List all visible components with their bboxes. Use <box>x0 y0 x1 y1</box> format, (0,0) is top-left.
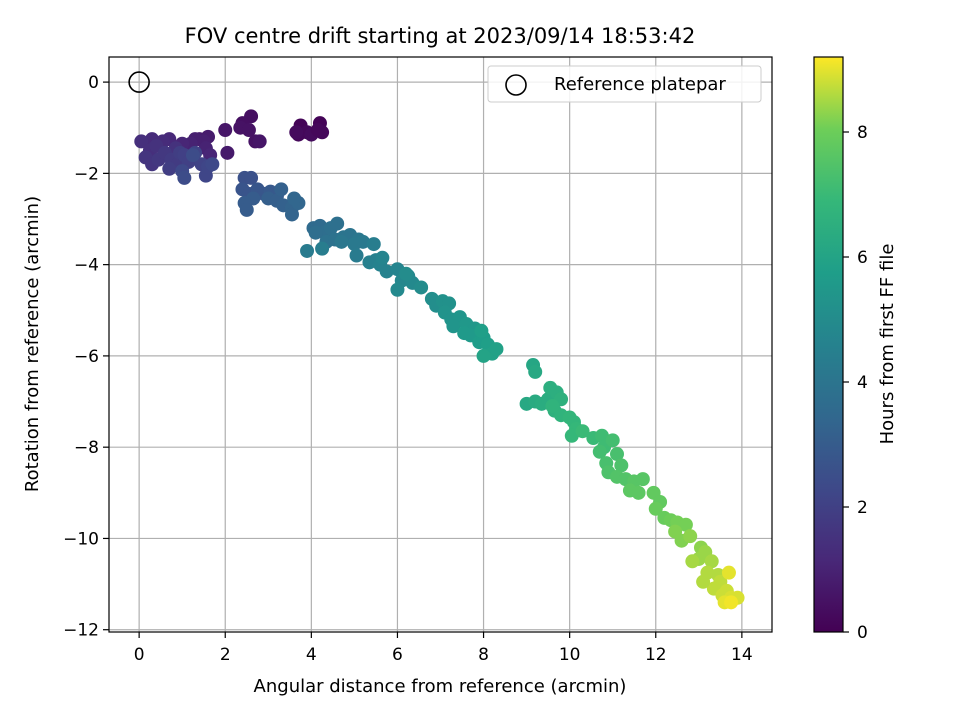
y-tick-label: −8 <box>74 438 99 458</box>
x-tick-label: 4 <box>306 645 317 665</box>
colorbar-tick-label: 6 <box>857 248 868 268</box>
data-point <box>289 125 304 140</box>
colorbar-label: Hours from first FF file <box>877 244 898 445</box>
data-point <box>474 323 489 338</box>
x-tick-label: 8 <box>478 645 489 665</box>
data-point <box>334 234 349 249</box>
data-point <box>134 134 149 149</box>
data-point <box>315 241 330 256</box>
data-point <box>594 428 609 443</box>
data-point <box>489 342 504 357</box>
data-point <box>685 554 700 569</box>
x-tick-label: 14 <box>731 645 753 665</box>
data-point <box>310 123 325 138</box>
data-point <box>349 248 364 263</box>
data-point <box>696 574 711 589</box>
y-tick-label: −10 <box>63 529 99 549</box>
data-point <box>162 161 177 176</box>
colorbar-tick-label: 4 <box>857 373 868 393</box>
data-point <box>239 202 254 217</box>
data-point <box>575 424 590 439</box>
data-point <box>366 237 381 252</box>
data-point <box>678 517 693 532</box>
data-point <box>390 282 405 297</box>
data-point <box>614 458 629 473</box>
y-tick-label: −6 <box>74 347 99 367</box>
data-point <box>635 472 650 487</box>
legend: Reference platepar <box>487 65 762 103</box>
reference-point-marker <box>128 71 150 93</box>
x-tick-label: 0 <box>134 645 145 665</box>
x-axis-label: Angular distance from reference (arcmin) <box>254 676 627 697</box>
chart-title: FOV centre drift starting at 2023/09/14 … <box>185 24 696 48</box>
y-tick-label: −12 <box>63 621 99 641</box>
colorbar-tick-label: 8 <box>857 123 868 143</box>
data-point <box>631 485 646 500</box>
data-point <box>446 319 461 334</box>
legend-marker <box>505 74 527 96</box>
data-point <box>545 399 560 414</box>
data-point <box>244 170 259 185</box>
colorbar-tick-label: 2 <box>857 498 868 518</box>
data-point <box>205 157 220 172</box>
data-point <box>252 134 267 149</box>
data-point <box>683 529 698 544</box>
legend-box <box>487 65 762 103</box>
data-point <box>220 145 235 160</box>
x-tick-label: 2 <box>220 645 231 665</box>
x-ticks: 0 2 4 6 8 10 12 14 <box>134 632 753 665</box>
colorbar <box>813 56 844 633</box>
data-point <box>300 243 315 258</box>
data-point <box>274 182 289 197</box>
data-point <box>528 364 543 379</box>
data-point <box>356 234 371 249</box>
data-point <box>564 428 579 443</box>
colorbar-ticks: 0 2 4 6 8 <box>843 123 868 643</box>
colorbar-tick-label: 0 <box>857 623 868 643</box>
data-point <box>177 170 192 185</box>
data-point <box>648 501 663 516</box>
data-point <box>287 191 302 206</box>
y-tick-label: −4 <box>74 256 99 276</box>
data-point <box>721 565 736 580</box>
x-tick-label: 12 <box>645 645 667 665</box>
data-point <box>330 216 345 231</box>
data-point <box>308 225 323 240</box>
x-tick-label: 10 <box>559 645 581 665</box>
data-point <box>724 595 739 610</box>
data-point <box>592 444 607 459</box>
data-point <box>185 148 200 163</box>
data-point <box>610 447 625 462</box>
legend-label: Reference platepar <box>554 74 726 95</box>
data-point <box>414 280 429 295</box>
data-point <box>218 123 233 138</box>
x-tick-label: 6 <box>392 645 403 665</box>
y-axis-label: Rotation from reference (arcmin) <box>22 196 43 492</box>
y-ticks: 0 −2 −4 −6 −8 −10 −12 <box>63 73 109 641</box>
points <box>134 109 745 610</box>
data-point <box>476 348 491 363</box>
data-point <box>379 264 394 279</box>
y-tick-label: −2 <box>74 164 99 184</box>
data-point <box>284 207 299 222</box>
data-point <box>605 433 620 448</box>
data-point <box>375 250 390 265</box>
data-point <box>704 554 719 569</box>
data-point <box>399 266 414 281</box>
data-point <box>241 123 256 138</box>
plot-frame <box>108 56 773 633</box>
y-tick-label: 0 <box>88 73 99 93</box>
